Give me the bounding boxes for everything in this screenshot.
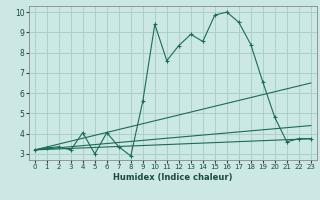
X-axis label: Humidex (Indice chaleur): Humidex (Indice chaleur)	[113, 173, 233, 182]
